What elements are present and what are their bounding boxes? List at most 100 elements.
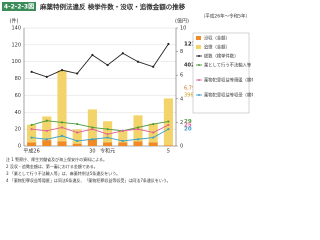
bar <box>163 145 173 146</box>
legend-swatch <box>196 36 201 40</box>
note: 2 没収・追徴金額は、第一審における金額である。 <box>6 163 98 169</box>
y2-tick-label: 8 <box>180 49 183 55</box>
bar <box>133 141 143 146</box>
legend-marker <box>198 55 200 57</box>
legend-label: 追徴（金額） <box>204 44 230 51</box>
y-tick-label: 60 <box>15 93 21 99</box>
chart-title: 麻薬特例法違反 検挙件数・没収・追徴金額の推移 <box>39 2 186 11</box>
legend-box <box>192 32 250 114</box>
marker <box>60 126 64 129</box>
marker <box>121 52 124 55</box>
bar <box>87 109 97 139</box>
marker <box>76 131 79 134</box>
marker <box>76 139 79 143</box>
marker <box>91 138 94 141</box>
marker <box>167 120 170 123</box>
end-label: 25 <box>184 122 192 128</box>
note: 4 「薬物犯罪収益等隠匿」は同法6条違反、「薬物犯罪収益等収受」は同法7条違反を… <box>6 177 171 183</box>
marker <box>167 42 170 46</box>
marker <box>76 122 79 126</box>
x-tick-label: 平成26 <box>23 148 39 155</box>
y-tick-label: 120 <box>11 42 21 48</box>
bar <box>27 142 37 146</box>
marker <box>30 136 33 139</box>
marker <box>45 75 48 78</box>
y-tick-label: 100 <box>11 59 21 65</box>
marker <box>91 126 94 129</box>
marker <box>76 72 79 75</box>
marker <box>136 128 140 131</box>
bar <box>72 143 82 146</box>
note: 注 1 警察庁、厚生労働省及び海上保安庁の資料による。 <box>6 156 107 162</box>
y-tick-label: 140 <box>11 26 21 32</box>
legend-label: 薬物犯罪収益等隠匿（検挙件数） <box>204 77 253 84</box>
y2-tick-label: 4 <box>180 96 183 102</box>
end-label: 121 <box>184 42 196 48</box>
bar <box>27 124 37 143</box>
line <box>31 43 169 78</box>
y2-axis-label: (億円) <box>175 18 189 25</box>
end-label: 20 <box>184 127 192 133</box>
marker <box>136 138 140 141</box>
legend-label: 薬物犯罪収益等収受（検挙件数） <box>204 92 253 99</box>
y2-tick-label: 10 <box>180 26 186 32</box>
marker <box>152 131 155 134</box>
bar <box>72 129 82 144</box>
y2-tick-label: 6 <box>180 73 183 79</box>
marker <box>30 70 33 73</box>
y-tick-label: 0 <box>18 144 21 150</box>
line <box>31 120 169 132</box>
note: 3 「業として行う不法輸入等」は、麻薬特例法5条違反をいう。 <box>6 170 120 176</box>
marker <box>45 119 48 122</box>
y2-tick-label: 2 <box>180 120 183 126</box>
marker <box>91 53 94 57</box>
y-tick-label: 40 <box>15 110 21 116</box>
marker <box>60 121 64 124</box>
y-axis-label: (件) <box>10 18 19 25</box>
bar <box>103 121 113 143</box>
line <box>31 124 169 135</box>
marker <box>152 65 155 68</box>
marker <box>30 123 33 127</box>
bar <box>42 140 52 146</box>
y-tick-label: 20 <box>15 127 21 133</box>
bar <box>87 138 97 146</box>
bar <box>148 142 158 146</box>
line <box>31 128 169 142</box>
end-label: 29 <box>184 119 192 125</box>
x-tick-label: 令和元 <box>100 148 115 155</box>
legend-label: 業として行う不法輸入等（検挙件数） <box>204 62 253 69</box>
bar <box>118 142 128 146</box>
marker <box>60 134 64 137</box>
legend-marker <box>198 79 200 81</box>
chart-subtitle: （平成26年～令和5年） <box>201 13 250 20</box>
figure-label: 4-2-2-3図 <box>4 3 34 11</box>
marker <box>121 129 124 132</box>
marker <box>45 138 48 141</box>
marker <box>106 63 109 67</box>
marker <box>167 123 170 127</box>
marker <box>106 133 109 136</box>
marker <box>106 136 109 139</box>
marker <box>91 128 94 131</box>
y2-tick-label: 0 <box>180 144 183 150</box>
marker <box>136 126 140 129</box>
y-tick-label: 80 <box>15 76 21 82</box>
marker <box>152 122 155 126</box>
marker <box>60 69 64 72</box>
marker <box>45 129 48 132</box>
marker <box>121 139 124 143</box>
marker <box>30 128 33 131</box>
marker <box>106 128 109 131</box>
marker <box>152 136 155 139</box>
chart: 4-2-2-3図 麻薬特例法違反 検挙件数・没収・追徴金額の推移 （平成26年～… <box>2 2 253 183</box>
marker <box>136 60 140 63</box>
marker <box>167 128 170 131</box>
bar <box>118 130 128 143</box>
x-tick-label: 30 <box>89 149 95 155</box>
bar <box>42 116 52 141</box>
x-tick-label: 5 <box>167 149 170 155</box>
legend-marker <box>198 94 200 96</box>
legend-label: 総数（検挙件数） <box>204 53 238 60</box>
legend-marker <box>198 64 200 66</box>
